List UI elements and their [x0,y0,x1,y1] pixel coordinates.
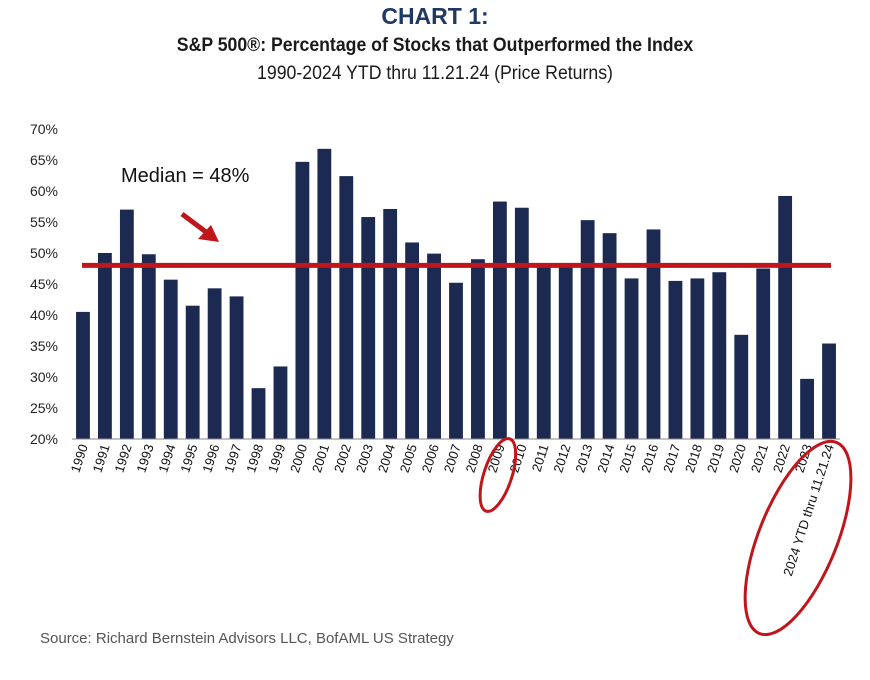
bar [756,268,771,439]
x-tick-label: 2020 [726,442,749,474]
bar [76,311,90,439]
source-note: Source: Richard Bernstein Advisors LLC, … [40,630,454,647]
bar [514,207,529,439]
bar [536,263,551,439]
x-tick-label: 2003 [353,442,376,474]
bar [734,334,749,439]
y-tick-label: 20% [30,431,58,447]
bar [98,253,112,439]
chart-label: CHART 1: [381,3,489,29]
bar [383,208,398,439]
bar [580,220,595,439]
bar [207,288,222,439]
y-tick-label: 35% [30,338,58,354]
x-tick-label: 1997 [221,442,244,474]
arrow-icon [198,225,219,242]
x-tick-label: 1995 [177,442,200,474]
x-tick-label: 1991 [90,442,113,474]
bar [602,233,617,439]
x-tick-label: 2000 [287,442,310,474]
bar [822,343,836,439]
bar [800,378,814,439]
y-tick-label: 45% [30,276,58,292]
x-tick-label: 2007 [441,442,464,474]
y-tick-label: 55% [30,214,58,230]
x-tick-label: 2005 [397,442,420,474]
x-tick-label: 2002 [331,442,354,474]
x-tick-label: 2012 [550,442,573,474]
bar [361,217,376,439]
y-tick-label: 25% [30,400,58,416]
x-tick-label: 2017 [660,442,683,474]
y-tick-label: 60% [30,183,58,199]
x-tick-label: 1990 [68,442,91,474]
bar [471,259,485,439]
bar [690,278,705,439]
x-tick-label: 1994 [155,442,178,474]
x-tick-label: 2013 [572,442,595,474]
x-tick-label: 2011 [529,442,552,473]
bar [317,148,332,439]
bar [624,278,639,439]
x-tick-label: 2010 [506,442,529,474]
x-tick-label: 2021 [748,442,771,474]
x-tick-label: 1993 [133,442,156,474]
x-tick-label: 1999 [265,442,288,474]
bar [163,279,178,439]
y-tick-label: 30% [30,369,58,385]
bar [558,263,573,439]
highlight-ellipse [478,437,518,513]
bar [229,296,244,439]
bar [251,388,266,439]
bar [449,282,463,439]
chart-title: S&P 500®: Percentage of Stocks that Outp… [176,35,694,56]
x-tick-label: 2004 [375,442,398,474]
x-tick-label: 2008 [463,442,486,474]
bar [427,253,441,439]
bar [778,195,793,439]
x-tick-label: 2015 [616,442,639,474]
highlight-ellipse [743,439,853,637]
x-tick-label: 2019 [704,442,727,474]
x-tick-label: 2022 [770,442,793,474]
y-tick-label: 40% [30,307,58,323]
bar [273,366,288,439]
median-label: Median = 48% [121,165,250,187]
x-tick-label: 2018 [682,442,705,474]
bar [141,254,156,439]
x-tick-label: 1996 [199,442,222,474]
bar [668,280,683,439]
bar [492,201,507,439]
x-tick-label: 2006 [419,442,442,474]
x-tick-label: 1992 [112,442,135,474]
x-tick-label: 1998 [243,442,266,474]
y-tick-label: 50% [30,245,58,261]
x-tick-label: 2001 [309,442,332,474]
bar [405,242,420,439]
y-tick-label: 70% [30,121,58,137]
chart-subtitle: 1990-2024 YTD thru 11.21.24 (Price Retur… [257,63,613,84]
bar [295,161,310,440]
bar [712,272,727,439]
bar [185,305,200,439]
y-tick-label: 65% [30,152,58,168]
arrow-shaft [180,212,208,234]
bar [119,209,134,439]
x-tick-label: 2016 [638,442,661,474]
x-tick-label: 2014 [594,442,617,474]
bar [646,229,661,439]
bar [339,176,354,439]
